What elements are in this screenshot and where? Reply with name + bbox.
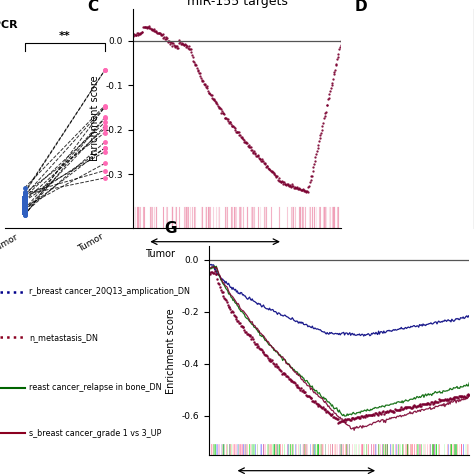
Text: n_metastasis_DN: n_metastasis_DN — [29, 333, 98, 342]
Text: Nontumor: Nontumor — [287, 249, 336, 259]
Y-axis label: Enrichment score: Enrichment score — [165, 308, 176, 393]
Title: miR-155 targets: miR-155 targets — [187, 0, 287, 9]
Y-axis label: Enrichment score: Enrichment score — [90, 76, 100, 161]
Text: D: D — [355, 0, 367, 14]
Text: Tumor: Tumor — [145, 249, 175, 259]
Text: **: ** — [59, 31, 71, 41]
Text: s_breast cancer_grade 1 vs 3_UP: s_breast cancer_grade 1 vs 3_UP — [29, 428, 162, 438]
Text: qPCR: qPCR — [0, 20, 18, 30]
Text: r_breast cancer_20Q13_amplication_DN: r_breast cancer_20Q13_amplication_DN — [29, 288, 190, 296]
Text: reast cancer_relapse in bone_DN: reast cancer_relapse in bone_DN — [29, 383, 162, 392]
Text: G: G — [164, 221, 177, 237]
Bar — [21, 196, 28, 215]
Text: C: C — [87, 0, 98, 14]
